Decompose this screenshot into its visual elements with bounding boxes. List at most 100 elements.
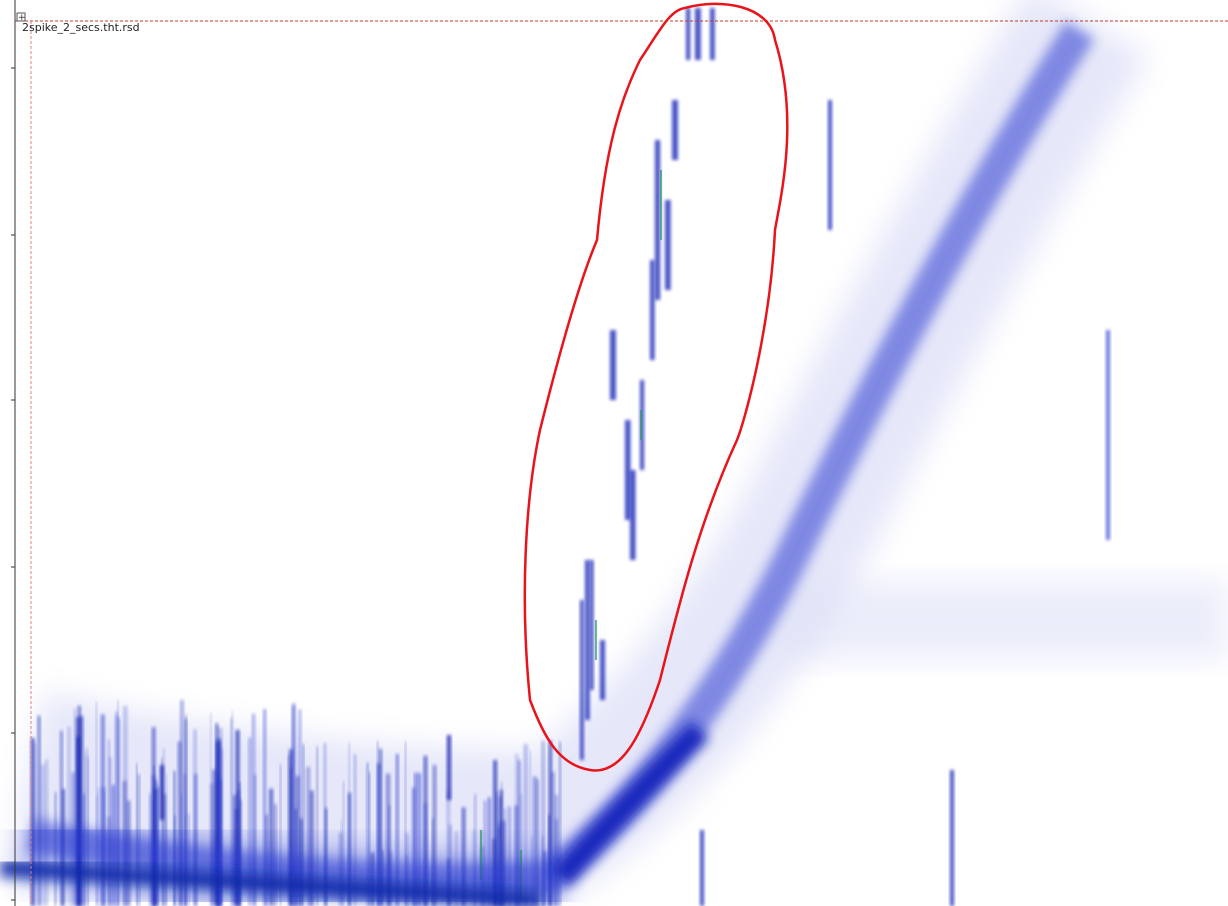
streak xyxy=(404,741,407,906)
streak xyxy=(672,100,678,160)
expand-button[interactable] xyxy=(16,12,26,22)
streak xyxy=(710,8,715,60)
streak xyxy=(517,760,521,906)
streak xyxy=(686,8,691,60)
streak xyxy=(640,410,642,440)
streak xyxy=(85,748,88,906)
streak xyxy=(248,737,252,906)
streak xyxy=(263,709,267,906)
streak xyxy=(950,770,954,906)
streak xyxy=(447,735,451,800)
streak xyxy=(507,806,511,906)
streak xyxy=(118,717,120,906)
streak xyxy=(523,744,528,906)
streak xyxy=(536,778,539,906)
streak xyxy=(533,776,537,906)
streak xyxy=(76,736,80,906)
streak xyxy=(306,766,310,906)
streak xyxy=(1106,330,1110,540)
streak xyxy=(353,754,357,906)
streak xyxy=(580,600,584,760)
streak xyxy=(279,764,282,906)
streak xyxy=(215,723,219,906)
streak xyxy=(348,743,350,906)
streak xyxy=(640,380,645,470)
streak xyxy=(136,763,138,906)
streak xyxy=(324,808,328,906)
streak xyxy=(210,783,214,906)
streak xyxy=(114,716,118,906)
streak xyxy=(342,781,345,906)
streak xyxy=(386,773,391,906)
streak xyxy=(432,765,437,906)
streak xyxy=(548,740,552,906)
streak xyxy=(151,727,156,906)
streak xyxy=(655,140,661,300)
streak xyxy=(368,772,370,906)
streak xyxy=(551,771,555,906)
streak xyxy=(101,714,105,906)
streak xyxy=(295,775,300,906)
streak xyxy=(161,757,163,906)
streak xyxy=(515,754,519,906)
streak xyxy=(414,772,417,906)
streak xyxy=(231,710,234,906)
streak xyxy=(412,787,416,906)
streak xyxy=(377,763,381,906)
streak xyxy=(483,800,487,906)
streak xyxy=(79,716,84,906)
streak xyxy=(108,757,112,906)
streak xyxy=(600,640,606,700)
main-band xyxy=(0,20,1095,906)
streak xyxy=(461,807,466,906)
streak xyxy=(630,470,636,560)
expand-icon: + xyxy=(18,13,26,23)
y-axis-ticks xyxy=(11,67,15,901)
streak xyxy=(665,200,671,290)
streak xyxy=(700,830,704,906)
streak xyxy=(366,762,369,906)
streak xyxy=(541,740,545,906)
streak xyxy=(595,620,597,660)
streak xyxy=(309,790,314,906)
streak xyxy=(298,709,302,906)
streak xyxy=(160,765,164,820)
streak xyxy=(253,774,257,906)
streak xyxy=(177,741,182,906)
streak xyxy=(417,773,421,906)
streak xyxy=(695,8,701,60)
streak xyxy=(316,746,318,906)
streak xyxy=(292,703,296,906)
streak xyxy=(610,330,616,400)
haze-strip xyxy=(780,580,1228,660)
streak xyxy=(302,744,305,906)
streak xyxy=(650,260,655,360)
streak xyxy=(60,730,63,906)
highlight-ellipse xyxy=(523,2,789,772)
streak xyxy=(194,773,198,906)
streak xyxy=(590,560,594,690)
streak xyxy=(660,170,662,240)
streak xyxy=(520,793,523,906)
streak xyxy=(487,797,491,906)
streak xyxy=(493,760,497,906)
streak xyxy=(388,805,391,906)
streak xyxy=(379,748,382,906)
streak xyxy=(395,753,399,906)
streak xyxy=(269,788,274,906)
streak xyxy=(166,774,168,906)
streak xyxy=(235,729,240,906)
band-bottom xyxy=(0,859,541,906)
streak xyxy=(180,700,184,906)
streak xyxy=(37,715,41,906)
streak xyxy=(67,726,71,906)
streak xyxy=(230,717,233,906)
streak xyxy=(529,750,532,906)
streak xyxy=(625,420,631,520)
streak xyxy=(559,741,561,906)
streak xyxy=(585,560,590,720)
file-label: 2spike_2_secs.tht.rsd xyxy=(22,21,140,34)
streak xyxy=(218,748,223,906)
streak xyxy=(289,749,293,906)
streak xyxy=(183,774,187,906)
